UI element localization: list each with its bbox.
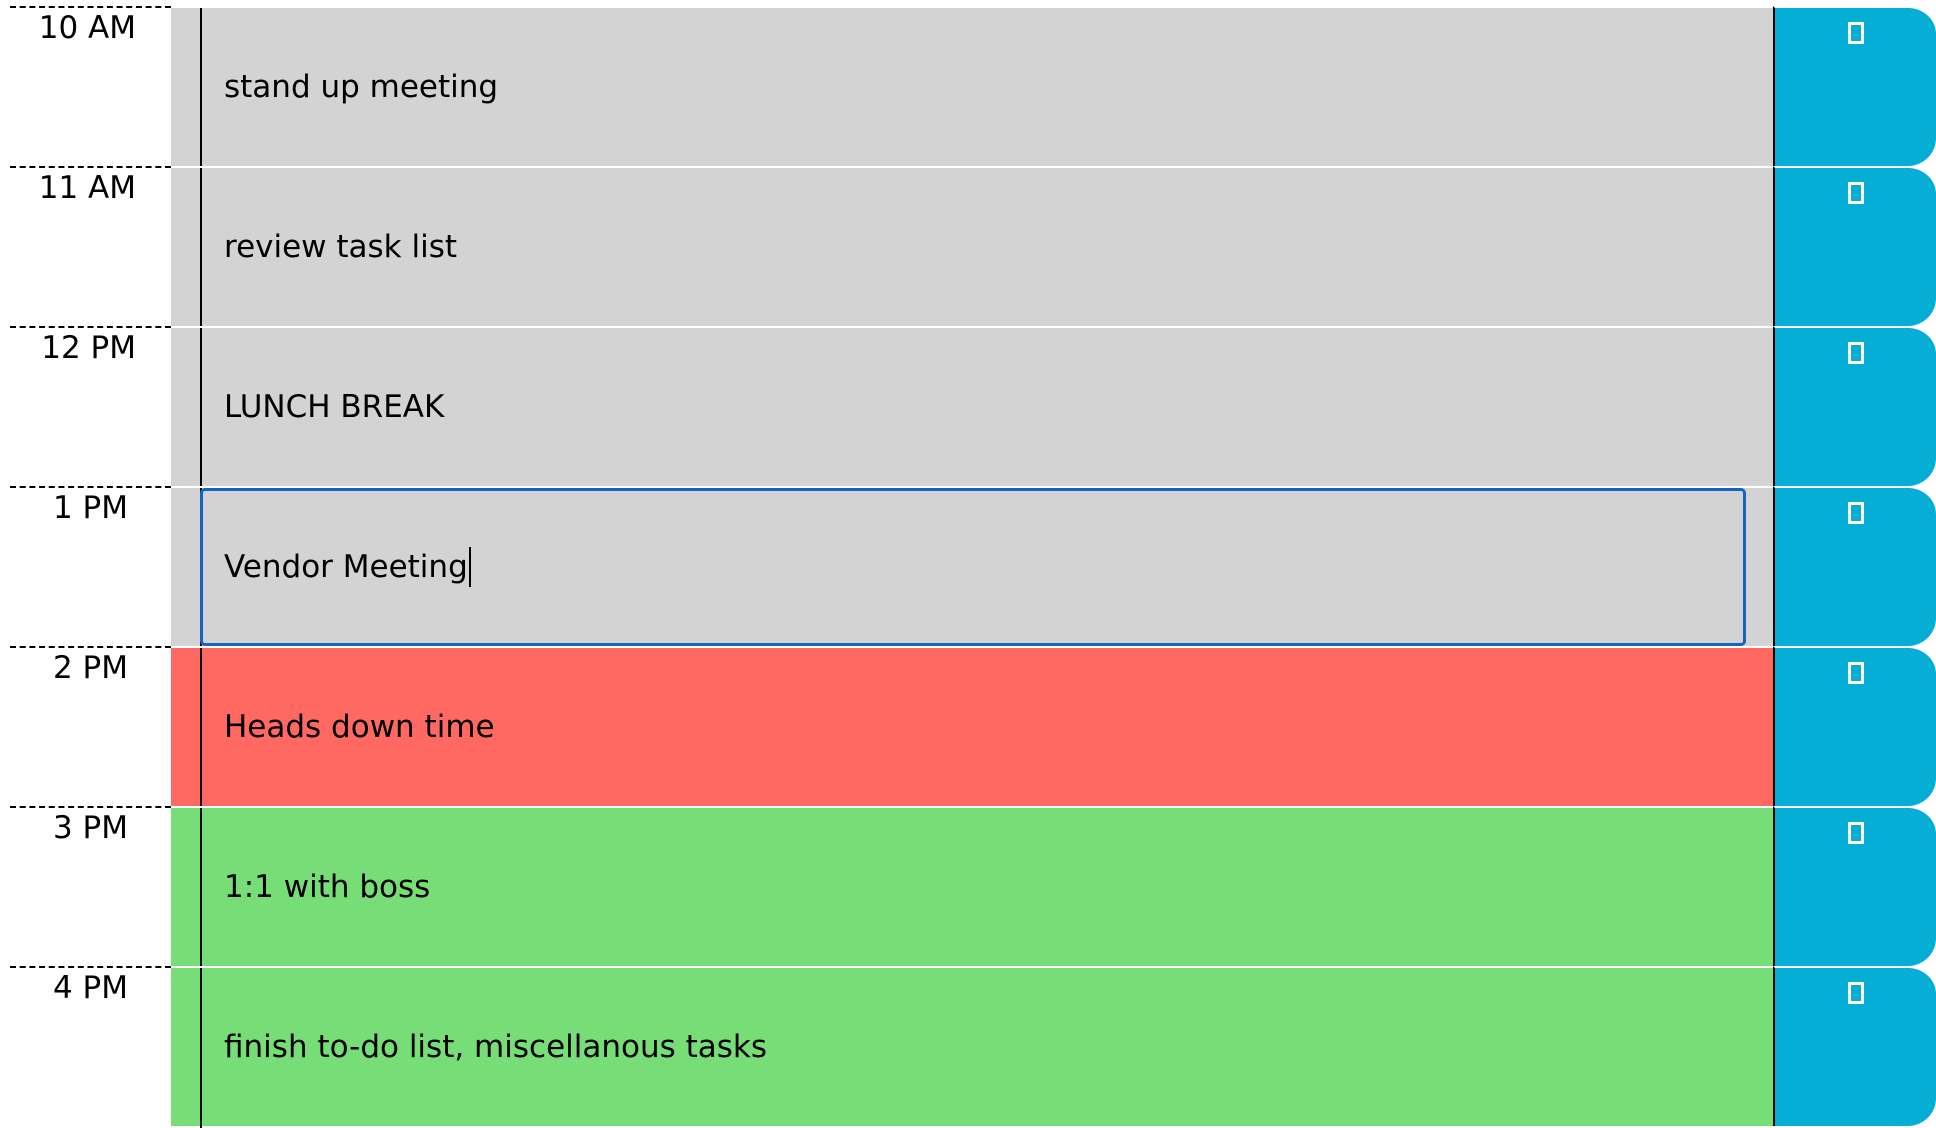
slot-divider — [200, 808, 202, 968]
hour-column: 11 AM — [10, 166, 171, 326]
time-block-4pm: 4 PM finish to-do list, miscellanous tas… — [0, 966, 1936, 1128]
time-block-3pm: 3 PM 1:1 with boss — [0, 806, 1936, 968]
time-slot: stand up meeting — [171, 6, 1773, 168]
save-icon — [1848, 342, 1864, 364]
save-icon — [1848, 22, 1864, 44]
time-slot: 1:1 with boss — [171, 806, 1773, 968]
save-button[interactable] — [1773, 6, 1936, 166]
hour-column: 1 PM — [10, 486, 171, 646]
save-icon — [1848, 182, 1864, 204]
slot-divider — [200, 968, 202, 1128]
time-slot: LUNCH BREAK — [171, 326, 1773, 488]
hour-label: 1 PM — [52, 490, 128, 526]
slot-divider — [200, 328, 202, 488]
save-icon — [1848, 982, 1864, 1004]
time-block-1pm: 1 PM Vendor Meeting — [0, 486, 1936, 648]
time-block-10am: 10 AM stand up meeting — [0, 6, 1936, 168]
hour-label: 4 PM — [52, 970, 128, 1006]
time-block-11am: 11 AM review task list — [0, 166, 1936, 328]
event-description-textarea[interactable]: review task list — [224, 229, 458, 265]
slot-divider — [200, 168, 202, 328]
save-button[interactable] — [1773, 326, 1936, 486]
save-button[interactable] — [1773, 166, 1936, 326]
text-caret — [468, 547, 471, 587]
event-description-textarea-focused[interactable]: Vendor Meeting — [200, 488, 1746, 646]
event-description-textarea[interactable]: finish to-do list, miscellanous tasks — [224, 1029, 768, 1065]
event-description-text: Vendor Meeting — [224, 549, 468, 585]
planner: 10 AM stand up meeting 11 AM review task… — [0, 6, 1936, 1128]
hour-label: 10 AM — [38, 10, 136, 46]
hour-label: 2 PM — [52, 650, 128, 686]
save-icon — [1848, 822, 1864, 844]
time-slot: review task list — [171, 166, 1773, 328]
slot-divider — [200, 8, 202, 168]
time-block-12pm: 12 PM LUNCH BREAK — [0, 326, 1936, 488]
event-description-textarea[interactable]: stand up meeting — [224, 69, 499, 105]
hour-label: 11 AM — [38, 170, 136, 206]
save-icon — [1848, 502, 1864, 524]
hour-column: 3 PM — [10, 806, 171, 966]
hour-label: 3 PM — [52, 810, 128, 846]
hour-column: 12 PM — [10, 326, 171, 486]
hour-column: 10 AM — [10, 6, 171, 166]
event-description-textarea[interactable]: 1:1 with boss — [224, 869, 431, 905]
save-button[interactable] — [1773, 966, 1936, 1126]
save-button[interactable] — [1773, 806, 1936, 966]
hour-column: 4 PM — [10, 966, 171, 1126]
time-block-2pm: 2 PM Heads down time — [0, 646, 1936, 808]
hour-column: 2 PM — [10, 646, 171, 806]
time-slot: finish to-do list, miscellanous tasks — [171, 966, 1773, 1128]
event-description-textarea[interactable]: LUNCH BREAK — [224, 389, 445, 425]
time-slot: Heads down time — [171, 646, 1773, 808]
event-description-textarea[interactable]: Heads down time — [224, 709, 495, 745]
time-slot: Vendor Meeting — [171, 486, 1773, 648]
hour-label: 12 PM — [41, 330, 136, 366]
save-icon — [1848, 662, 1864, 684]
slot-divider — [200, 648, 202, 808]
save-button[interactable] — [1773, 646, 1936, 806]
save-button[interactable] — [1773, 486, 1936, 646]
